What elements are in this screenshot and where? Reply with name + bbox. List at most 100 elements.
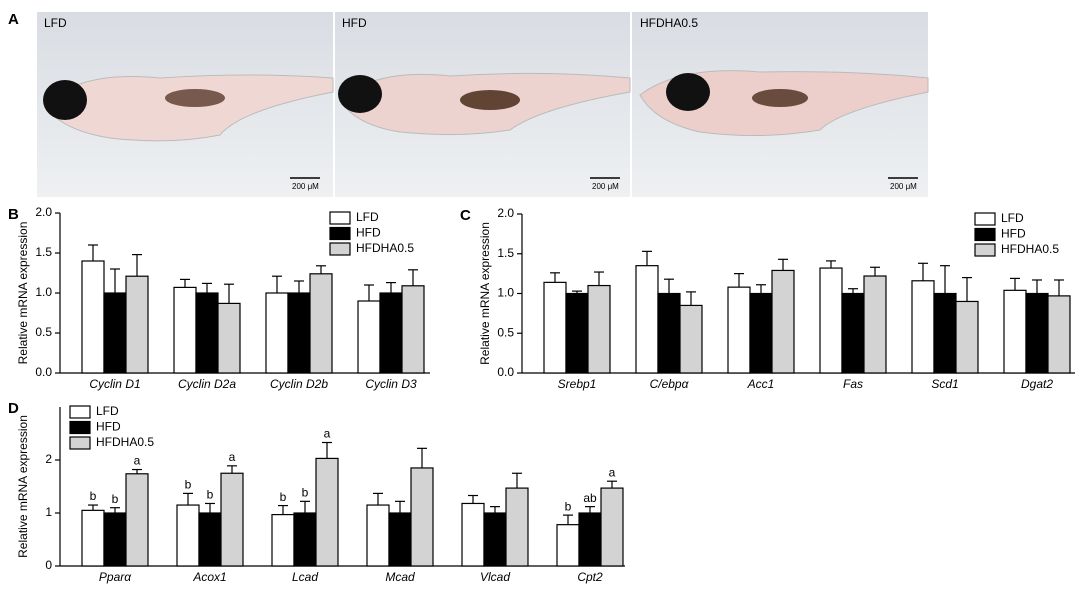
x-tick-label: Cyclin D3 [365,377,417,391]
bar [81,260,105,374]
bar [727,286,751,374]
panel-label: C [460,207,471,224]
x-tick-label: Fas [843,377,863,391]
y-tick-label: 2.0 [35,205,52,219]
x-tick-label: Scd1 [931,377,958,391]
y-tick-label: 2 [45,452,52,466]
x-tick-label: Vlcad [480,570,510,584]
scale-bar-label: 200 μM [890,182,917,191]
y-tick-label: 0.0 [497,365,514,379]
x-tick-label: Dgat2 [1021,377,1053,391]
bar [841,292,865,374]
bar [220,472,244,567]
y-tick-label: 2.0 [497,206,514,220]
bar [271,513,295,567]
bar [217,302,241,374]
bar [1025,292,1049,374]
legend-swatch [974,212,996,226]
bar [195,292,219,374]
bar [911,280,935,374]
significance-label: b [207,488,214,502]
bar [578,512,602,567]
bar [265,292,289,374]
bar [556,524,580,567]
bar [176,504,200,567]
bar [635,265,659,374]
bar [1047,295,1071,374]
bar [771,269,795,374]
y-tick-label: 0 [45,558,52,572]
significance-label: b [302,486,309,500]
significance-label: b [280,490,287,504]
scale-bar-label: 200 μM [592,182,619,191]
bar [315,457,339,567]
bar [933,292,957,374]
bar [543,281,567,374]
x-tick-label: Acc1 [747,377,775,391]
legend-label: HFDHA0.5 [96,435,154,449]
bar [410,467,434,567]
legend-swatch [69,436,91,450]
panel-label: A [8,11,19,28]
bar [587,284,611,374]
legend-label: LFD [96,404,119,418]
bar [388,512,412,567]
bar [819,267,843,374]
bar [379,292,403,374]
y-tick-label: 0.5 [35,325,52,339]
y-tick-label: 1.0 [35,285,52,299]
y-tick-label: 1.0 [497,286,514,300]
legend-swatch [329,226,351,241]
bar [461,502,485,567]
bar [103,512,127,567]
significance-label: b [112,492,119,506]
bar [103,292,127,374]
legend-label: HFD [1001,227,1026,241]
panel-label: D [8,400,19,417]
bar [357,300,381,374]
x-tick-label: C/ebpα [650,377,690,391]
fish-image: HFD 200 μM [335,12,631,197]
y-tick-label: 1.5 [497,246,514,260]
x-tick-label: Acox1 [192,570,226,584]
bar [600,487,624,567]
significance-label: b [185,478,192,492]
bar [173,286,197,374]
bar [401,285,425,374]
fish-image: LFD 200 μM [37,12,334,197]
x-tick-label: Cyclin D2b [270,377,328,391]
y-axis-label: Relative mRNA expression [16,415,30,558]
significance-label: a [324,427,331,441]
legend-swatch [69,405,91,419]
image-label: LFD [44,16,67,30]
bar [366,504,390,567]
x-tick-label: Srebp1 [558,377,597,391]
x-tick-label: Pparα [99,570,132,584]
scale-bar-label: 200 μM [292,182,319,191]
legend-label: HFDHA0.5 [1001,242,1059,256]
significance-label: b [565,499,572,513]
x-tick-label: Mcad [385,570,415,584]
y-tick-label: 1 [45,505,52,519]
legend-label: LFD [356,210,379,224]
significance-label: ab [583,491,597,505]
legend-swatch [329,242,351,256]
significance-label: b [90,489,97,503]
legend-label: HFD [356,226,381,240]
fish-image: HFDHA0.5 200 μM [632,12,929,197]
bar [679,304,703,374]
bar [657,292,681,374]
legend-label: LFD [1001,211,1024,225]
x-tick-label: Lcad [292,570,318,584]
y-tick-label: 1.5 [35,245,52,259]
bar [293,512,317,567]
significance-label: a [229,450,236,464]
legend-swatch [974,243,996,257]
bar [309,273,333,374]
x-tick-label: Cyclin D1 [89,377,140,391]
y-axis-label: Relative mRNA expression [16,222,30,365]
bar [505,487,529,567]
bar [198,512,222,567]
legend-swatch [329,211,351,225]
